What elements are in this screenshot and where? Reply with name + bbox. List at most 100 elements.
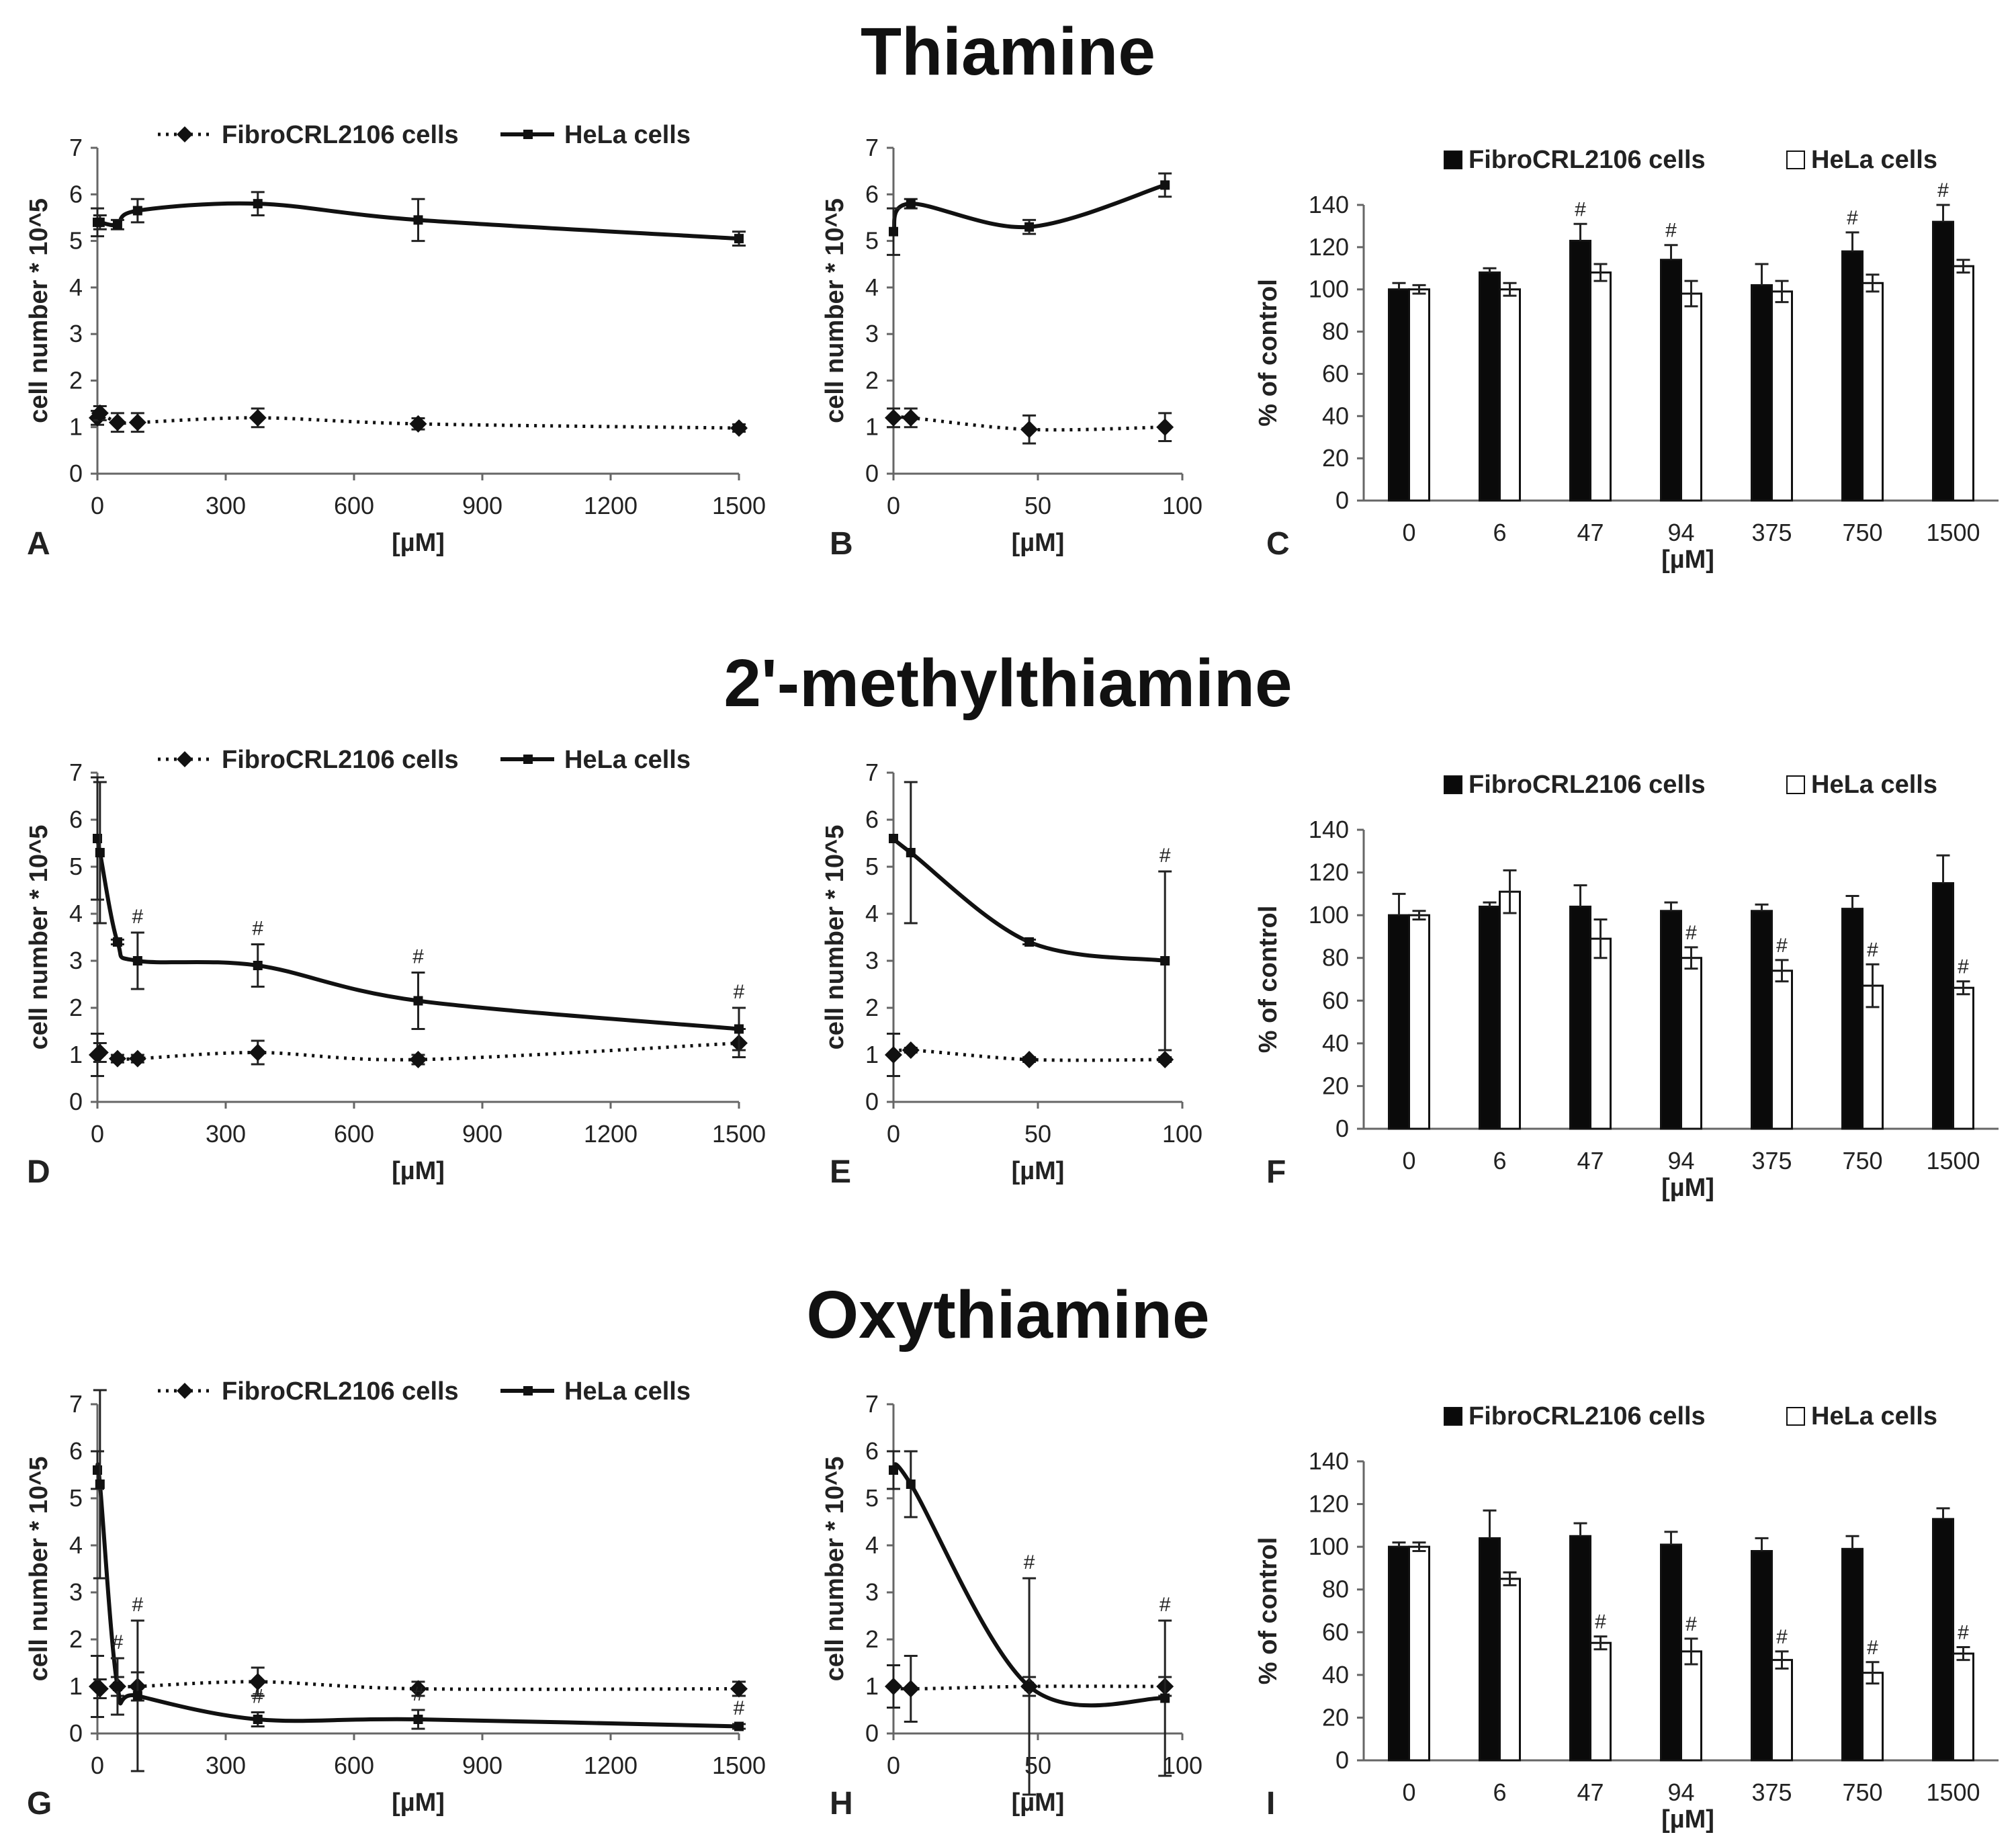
data-point	[906, 848, 916, 857]
data-point	[253, 961, 263, 970]
series-line	[892, 1048, 1166, 1062]
significance-mark: #	[734, 981, 745, 1003]
x-tick-label: 900	[462, 1752, 502, 1779]
legend-swatch-hela	[1786, 1407, 1805, 1426]
y-tick-label: 4	[865, 900, 879, 927]
legend: FibroCRL2106 cells HeLa cells	[1444, 146, 1937, 174]
panel-b: 0 1 2 3 4 5 6 7 0 50 100 [µM] cell number * 10^5 B	[821, 134, 1202, 562]
bar-hela-cells	[1589, 1641, 1612, 1762]
y-tick-label: 0	[865, 1719, 879, 1747]
y-tick-label: 2	[69, 366, 83, 394]
x-tick-label: 1500	[712, 492, 766, 519]
legend: FibroCRL2106 cells HeLa cells	[1444, 1402, 1937, 1430]
x-tick-label: 300	[206, 492, 246, 519]
bar-hela-cells	[1680, 1650, 1702, 1762]
x-tick-label: 0	[887, 492, 900, 519]
panel-a: 0 1 2 3 4 5 6 7 0 300 600 900 1200 1500 [µM] cell numbe…	[25, 121, 766, 562]
x-tick-label: 0	[91, 1120, 104, 1148]
x-tick-label: 6	[1493, 1778, 1506, 1806]
y-tick-label: 7	[69, 134, 83, 161]
x-tick-label: 1500	[712, 1120, 766, 1148]
legend-label: FibroCRL2106 cells	[1469, 1402, 1706, 1430]
legend-label: FibroCRL2106 cells	[222, 746, 459, 774]
legend-label: FibroCRL2106 cells	[222, 121, 459, 149]
panel-c: 0 20 40 60 80 100 120 140 0 6 47 #94 #375 750 #1500 # [µ…	[1254, 146, 1999, 574]
legend: FibroCRL2106 cells HeLa cells	[158, 1377, 691, 1406]
x-tick-label: 0	[1402, 1778, 1415, 1806]
series-line	[95, 1462, 740, 1729]
y-tick-label: 6	[865, 806, 879, 833]
y-tick-label: 2	[69, 1625, 83, 1653]
data-point	[889, 1465, 898, 1475]
significance-mark: #	[734, 1697, 745, 1719]
data-point	[1024, 1682, 1035, 1691]
row-title-oxythiamine: Oxythiamine	[806, 1277, 1210, 1353]
significance-mark: #	[1867, 939, 1878, 961]
data-point	[132, 956, 142, 966]
legend: FibroCRL2106 cells HeLa cells	[158, 121, 691, 149]
significance-mark: #	[1958, 1622, 1969, 1644]
y-tick-label: 4	[69, 1531, 83, 1559]
legend-swatch-hela	[1786, 151, 1805, 169]
y-tick-label: 0	[69, 1719, 83, 1747]
panel-letter: H	[830, 1786, 853, 1821]
x-tick-label: 600	[334, 1120, 374, 1148]
panel-i: 0 20 40 60 80 100 120 140 0 6 47 #94 #375 #750 #1500 # […	[1254, 1402, 1999, 1834]
y-tick-label: 80	[1322, 944, 1349, 972]
series-hela-cells: ##	[887, 1450, 1172, 1796]
significance-mark: #	[1665, 220, 1677, 242]
bar-fibrocrl2106-cells	[1660, 910, 1682, 1130]
bar-hela-cells	[1499, 1578, 1521, 1762]
significance-mark: #	[412, 946, 424, 968]
panel-e: 0 1 2 3 4 5 6 7 0 50 100 [µM] cell number * 10^5 # E	[821, 759, 1202, 1190]
y-tick-label: 7	[865, 759, 879, 786]
y-axis-label: cell number * 10^5	[821, 1457, 849, 1682]
y-tick-label: 6	[865, 180, 879, 208]
data-point	[734, 1024, 744, 1034]
data-point	[108, 413, 126, 431]
legend-label: FibroCRL2106 cells	[1469, 146, 1706, 174]
y-tick-label: 5	[865, 227, 879, 255]
y-tick-label: 1	[69, 1041, 83, 1068]
legend-label: HeLa cells	[564, 1377, 691, 1406]
data-point	[249, 1043, 267, 1062]
panel-letter: B	[830, 526, 853, 562]
data-point	[1020, 1051, 1039, 1068]
x-tick-label: 750	[1842, 1778, 1882, 1806]
data-point	[889, 226, 898, 237]
significance-mark: #	[1024, 1551, 1035, 1574]
bar-fibrocrl2106-cells	[1841, 250, 1864, 502]
y-axis-label: cell number * 10^5	[25, 1457, 53, 1682]
data-point	[902, 1680, 920, 1698]
significance-mark: #	[1685, 1613, 1697, 1635]
legend-label: HeLa cells	[1811, 1402, 1937, 1430]
bar-fibrocrl2106-cells	[1569, 239, 1591, 502]
series-line	[95, 838, 740, 1031]
y-tick-label: 7	[69, 1390, 83, 1418]
x-tick-label: 375	[1751, 1147, 1792, 1174]
bar-hela-cells	[1499, 288, 1521, 502]
data-point	[906, 199, 916, 209]
significance-mark: #	[412, 1683, 424, 1705]
y-axis-label: cell number * 10^5	[821, 825, 849, 1050]
x-tick-label: 1500	[1926, 1147, 1980, 1174]
x-tick-label: 375	[1751, 1778, 1792, 1806]
x-axis-label: [µM]	[1012, 1789, 1065, 1817]
y-tick-label: 0	[69, 1088, 83, 1115]
x-tick-label: 47	[1577, 1147, 1604, 1174]
bar-hela-cells	[1952, 986, 1974, 1130]
bar-fibrocrl2106-cells	[1841, 1547, 1864, 1762]
y-tick-label: 0	[69, 460, 83, 487]
bar-fibrocrl2106-cells	[1388, 914, 1410, 1130]
y-tick-label: 5	[69, 853, 83, 880]
panel-letter: D	[27, 1154, 50, 1190]
y-tick-label: 7	[69, 759, 83, 786]
series-fibrocrl2106-cells	[885, 407, 1174, 445]
x-tick-label: 375	[1751, 519, 1792, 546]
y-tick-label: 100	[1309, 1533, 1349, 1560]
x-axis-label: [µM]	[392, 1789, 445, 1817]
bar-fibrocrl2106-cells	[1479, 271, 1501, 502]
